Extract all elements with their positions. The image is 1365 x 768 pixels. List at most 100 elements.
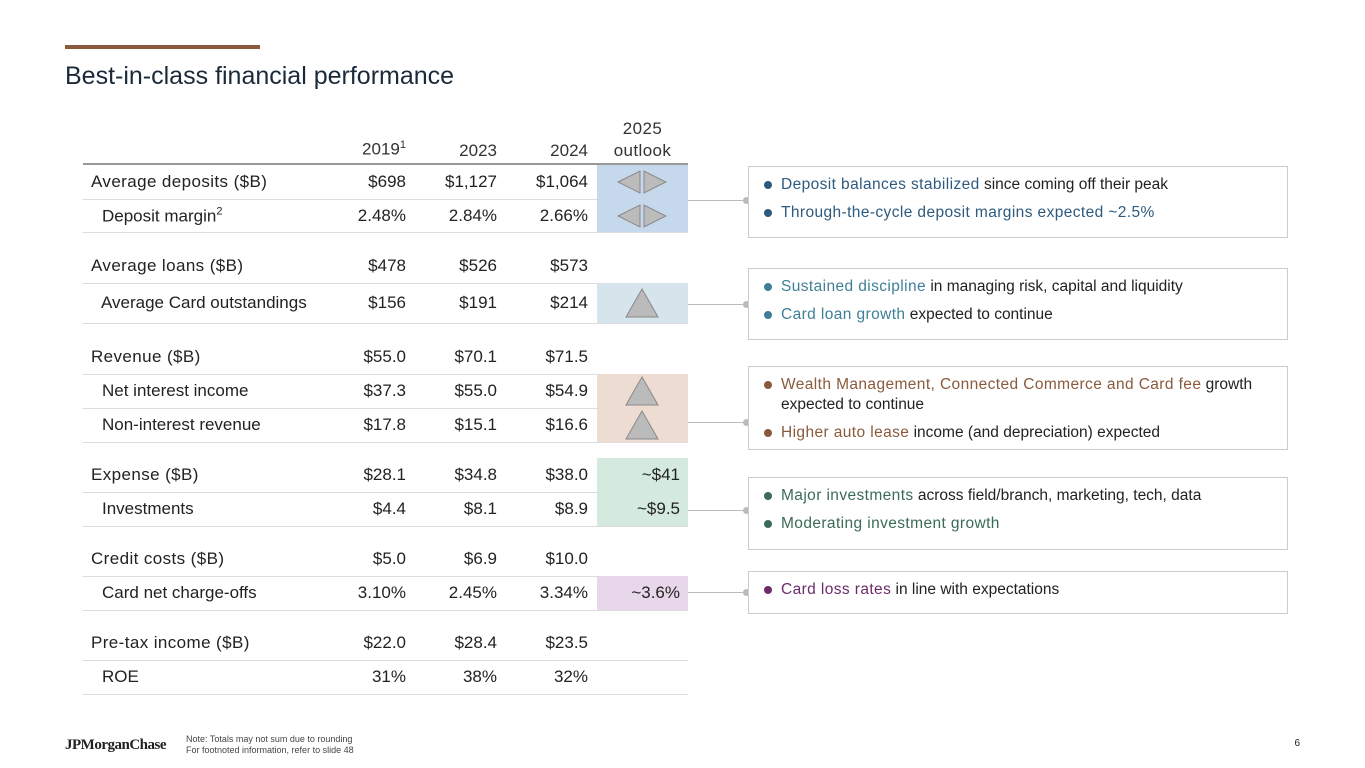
row-value: 31%: [371, 667, 406, 686]
row-label: ROE: [102, 667, 139, 686]
outlook-cell: [597, 408, 688, 442]
outlook-cell: [597, 165, 688, 199]
outlook-cell: [597, 374, 688, 408]
table-row: Revenue ($B) $55.0 $70.1 $71.5: [83, 340, 688, 375]
callout-bullet: Wealth Management, Connected Commerce an…: [749, 375, 1287, 415]
callout-text: growth expected to continue: [781, 376, 1253, 413]
table-row: Pre-tax income ($B) $22.0 $28.4 $23.5: [83, 626, 688, 661]
callout-bullet: Major investments across field/branch, m…: [749, 486, 1287, 506]
row-value: 2.66%: [539, 205, 588, 225]
callout-bullet: Moderating investment growth: [749, 514, 1287, 534]
row-value: $156: [368, 293, 406, 312]
up-triangle-icon: [625, 288, 659, 318]
outlook-value: ~3.6%: [631, 583, 680, 602]
row-value: $526: [459, 256, 497, 275]
bullet-dot-icon: [764, 586, 772, 594]
bullet-dot-icon: [764, 209, 772, 217]
callout-highlight: Card loan growth: [781, 306, 906, 323]
callout-text: in line with expectations: [891, 581, 1060, 598]
row-label: Average deposits ($B): [91, 172, 268, 191]
row-label: Net interest income: [102, 381, 249, 400]
callout-highlight: Card loss rates: [781, 581, 892, 598]
connector-dot: [743, 589, 750, 596]
footnote: Note: Totals may not sum due to rounding…: [186, 734, 354, 755]
callout-box: Card loss rates in line with expectation…: [748, 571, 1288, 614]
row-value: $70.1: [454, 347, 497, 366]
bullet-dot-icon: [764, 181, 772, 189]
up-triangle-icon: [625, 410, 659, 440]
outlook-cell: [597, 660, 688, 694]
callout-bullet: Through-the-cycle deposit margins expect…: [749, 203, 1287, 223]
row-value: $698: [368, 172, 406, 191]
jpmorganchase-logo: JPMorganChase: [65, 737, 167, 753]
bullet-dot-icon: [764, 311, 772, 319]
row-label: Credit costs ($B): [91, 549, 225, 568]
table-row: Non-interest revenue $17.8 $15.1 $16.6: [83, 408, 688, 443]
header-rule: [83, 163, 688, 165]
row-label: Average loans ($B): [91, 256, 244, 275]
table-row: Investments $4.4 $8.1 $8.9 ~$9.5: [83, 492, 688, 527]
row-value: $15.1: [454, 415, 497, 434]
callout-highlight: Wealth Management, Connected Commerce an…: [781, 376, 1202, 393]
row-value: $55.0: [454, 381, 497, 400]
connector-line: [688, 592, 746, 593]
row-value: $4.4: [372, 499, 406, 518]
row-value: 3.10%: [357, 583, 406, 602]
table-row: Deposit margin2 2.48% 2.84% 2.66%: [83, 199, 688, 233]
callout-highlight: Sustained discipline: [781, 278, 927, 295]
row-value: 3.34%: [539, 583, 588, 602]
row-value: $478: [368, 256, 406, 275]
bullet-dot-icon: [764, 283, 772, 291]
row-label: Deposit margin2: [102, 205, 223, 225]
callout-box: Wealth Management, Connected Commerce an…: [748, 366, 1288, 450]
row-value: $16.6: [545, 415, 588, 434]
connector-dot: [743, 197, 750, 204]
row-value: $55.0: [363, 347, 406, 366]
row-value: 2.84%: [448, 205, 497, 225]
callout-text: in managing risk, capital and liquidity: [926, 278, 1183, 295]
col-2023: 2023: [459, 141, 497, 160]
row-label: Expense ($B): [91, 465, 199, 484]
callout-text: across field/branch, marketing, tech, da…: [913, 487, 1202, 504]
left-right-arrows-icon: [617, 203, 667, 228]
connector-line: [688, 304, 746, 305]
row-value: $10.0: [545, 549, 588, 568]
col-2025-outlook: 2025 outlook: [613, 119, 672, 160]
connector-line: [688, 422, 746, 423]
row-value: $5.0: [372, 549, 406, 568]
table-row: Average Card outstandings $156 $191 $214: [83, 283, 688, 324]
bullet-dot-icon: [764, 520, 772, 528]
row-label: Card net charge-offs: [102, 583, 257, 602]
row-value: $573: [550, 256, 588, 275]
row-value: $22.0: [363, 633, 406, 652]
table-row: Expense ($B) $28.1 $34.8 $38.0 ~$41: [83, 458, 688, 493]
table-row: Average loans ($B) $478 $526 $573: [83, 249, 688, 284]
callout-text: income (and depreciation) expected: [909, 424, 1161, 441]
connector-line: [688, 200, 746, 201]
callout-box: Sustained discipline in managing risk, c…: [748, 268, 1288, 340]
row-value: $191: [459, 293, 497, 312]
outlook-cell: [597, 283, 688, 323]
callout-box: Major investments across field/branch, m…: [748, 477, 1288, 550]
outlook-cell: ~3.6%: [597, 576, 688, 610]
row-value: 38%: [462, 667, 497, 686]
callout-bullet: Deposit balances stabilized since coming…: [749, 175, 1287, 195]
callout-bullet: Card loss rates in line with expectation…: [749, 580, 1287, 600]
table-row: Net interest income $37.3 $55.0 $54.9: [83, 374, 688, 409]
row-value: 2.48%: [357, 205, 406, 225]
connector-dot: [743, 419, 750, 426]
row-value: $38.0: [545, 465, 588, 484]
row-value: $28.1: [363, 465, 406, 484]
row-value: $1,064: [536, 172, 588, 191]
callout-highlight: Deposit balances stabilized: [781, 176, 980, 193]
connector-dot: [743, 507, 750, 514]
row-label: Non-interest revenue: [102, 415, 261, 434]
callout-highlight: Through-the-cycle deposit margins expect…: [781, 204, 1155, 221]
outlook-cell: ~$41: [597, 458, 688, 492]
accent-bar: [65, 45, 260, 49]
row-value: $1,127: [445, 172, 497, 191]
table-row: ROE 31% 38% 32%: [83, 660, 688, 695]
outlook-cell: [597, 542, 688, 576]
table-row: Card net charge-offs 3.10% 2.45% 3.34% ~3.6%: [83, 576, 688, 611]
row-value: $6.9: [463, 549, 497, 568]
